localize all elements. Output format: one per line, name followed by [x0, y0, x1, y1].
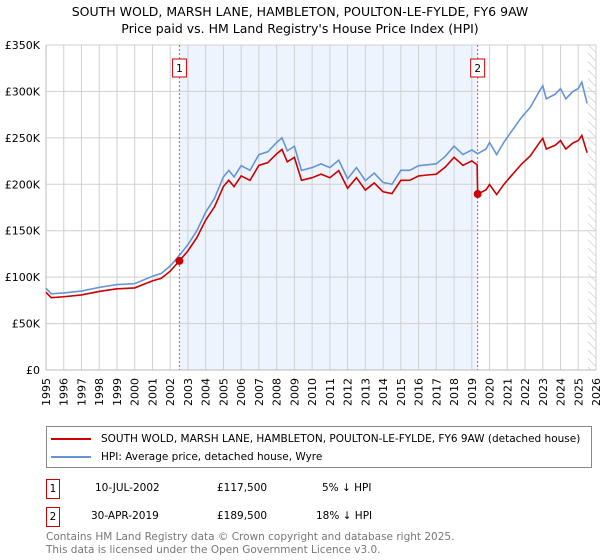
- transaction-point: [175, 256, 184, 265]
- x-tick-label: 2001: [146, 378, 159, 406]
- y-tick-label: £300K: [5, 85, 41, 98]
- transaction-hpi: 5% ↓ HPI: [322, 482, 372, 494]
- transaction-marker: 1: [46, 479, 60, 499]
- x-tick-label: 2005: [217, 378, 230, 406]
- x-tick-label: 2019: [466, 378, 479, 406]
- footer-line: Contains HM Land Registry data © Crown c…: [46, 531, 455, 543]
- y-tick-label: £250K: [5, 132, 41, 145]
- y-tick-label: £200K: [5, 178, 41, 191]
- legend-item-hpi: HPI: Average price, detached house, Wyre: [51, 449, 322, 465]
- annotation-label: 2: [474, 63, 481, 75]
- x-tick-label: 2004: [200, 378, 213, 406]
- x-tick-label: 1995: [40, 378, 53, 406]
- chart-subtitle: Price paid vs. HM Land Registry's House …: [121, 21, 479, 36]
- legend-item-price: SOUTH WOLD, MARSH LANE, HAMBLETON, POULT…: [51, 431, 580, 447]
- x-tick-label: 2014: [377, 378, 390, 406]
- x-tick-label: 2000: [129, 378, 142, 406]
- transaction-point: [473, 190, 482, 199]
- y-tick-label: £150K: [5, 225, 41, 238]
- annotation-label: 1: [176, 63, 183, 75]
- x-tick-label: 2017: [430, 378, 443, 406]
- legend-label-price: SOUTH WOLD, MARSH LANE, HAMBLETON, POULT…: [101, 433, 581, 445]
- x-tick-label: 2018: [448, 378, 461, 406]
- y-tick-label: £100K: [5, 271, 41, 284]
- shaded-period: [179, 45, 478, 370]
- x-tick-label: 1997: [75, 378, 88, 406]
- annotation-box: [470, 58, 486, 78]
- x-tick-label: 2008: [271, 378, 284, 406]
- legend-swatch-hpi: [51, 456, 91, 458]
- transaction-price: £117,500: [217, 482, 268, 494]
- x-tick-label: 2023: [537, 378, 550, 406]
- x-tick-label: 2016: [413, 378, 426, 406]
- x-tick-label: 1999: [111, 378, 124, 406]
- x-tick-label: 2007: [253, 378, 266, 406]
- x-tick-label: 2013: [359, 378, 372, 406]
- x-tick-label: 2015: [395, 378, 408, 406]
- transaction-row: 1 10-JUL-2002 £117,500 5% ↓ HPI: [46, 479, 546, 499]
- y-tick-label: £350K: [5, 39, 41, 52]
- x-tick-label: 2012: [342, 378, 355, 406]
- transaction-date: 30-APR-2019: [91, 510, 159, 522]
- transaction-marker: 2: [46, 507, 60, 527]
- x-tick-label: 2010: [306, 378, 319, 406]
- y-tick-label: £0: [26, 364, 40, 377]
- x-tick-label: 2025: [572, 378, 585, 406]
- x-tick-label: 2021: [501, 378, 514, 406]
- forecast-hatch: [588, 45, 596, 370]
- x-tick-label: 2026: [590, 378, 600, 406]
- transaction-row: 2 30-APR-2019 £189,500 18% ↓ HPI: [46, 507, 546, 527]
- x-tick-label: 2002: [164, 378, 177, 406]
- transaction-date: 10-JUL-2002: [95, 482, 160, 494]
- price-chart: 1995 1996 1997 1998 1999 2000 2001 2002 2003 2004…: [5, 39, 600, 406]
- x-tick-label: 2011: [324, 378, 337, 406]
- x-tick-label: 2024: [555, 378, 568, 406]
- x-tick-label: 2009: [288, 378, 301, 406]
- x-tick-label: 2022: [519, 378, 532, 406]
- transaction-hpi: 18% ↓ HPI: [316, 510, 373, 522]
- footer: Contains HM Land Registry data © Crown c…: [46, 531, 454, 557]
- legend-label-hpi: HPI: Average price, detached house, Wyre: [101, 451, 323, 463]
- transaction-price: £189,500: [217, 510, 268, 522]
- legend: SOUTH WOLD, MARSH LANE, HAMBLETON, POULT…: [46, 426, 592, 468]
- y-tick-label: £50K: [12, 318, 41, 331]
- x-tick-label: 1996: [58, 378, 71, 406]
- x-tick-label: 2006: [235, 378, 248, 406]
- footer-line: This data is licensed under the Open Gov…: [46, 544, 381, 556]
- annotation-box: [171, 58, 187, 78]
- legend-swatch-price: [51, 438, 91, 440]
- x-tick-label: 1998: [93, 378, 106, 406]
- chart-title: SOUTH WOLD, MARSH LANE, HAMBLETON, POULT…: [71, 4, 529, 19]
- x-tick-label: 2003: [182, 378, 195, 406]
- x-tick-label: 2020: [484, 378, 497, 406]
